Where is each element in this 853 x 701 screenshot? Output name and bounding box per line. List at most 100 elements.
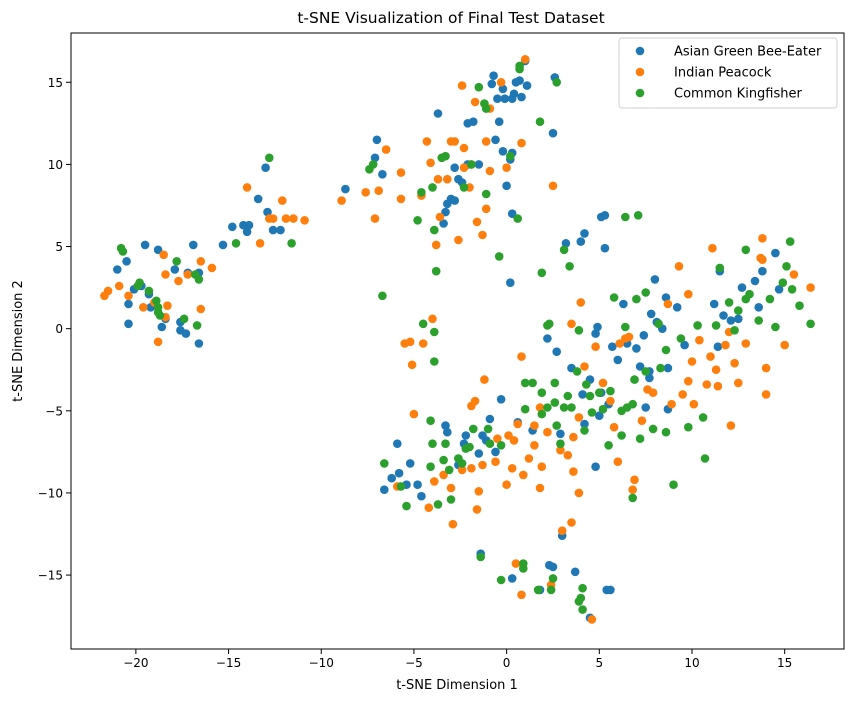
scatter-point xyxy=(417,491,426,501)
legend-marker xyxy=(635,88,645,98)
scatter-point xyxy=(276,225,285,235)
scatter-point xyxy=(493,434,502,444)
scatter-point xyxy=(183,270,193,279)
scatter-point xyxy=(481,137,491,146)
scatter-point xyxy=(474,82,484,92)
scatter-point xyxy=(396,194,406,204)
scatter-point xyxy=(641,288,650,297)
scatter-point xyxy=(517,590,526,600)
scatter-point xyxy=(135,278,144,288)
scatter-point xyxy=(572,367,582,376)
scatter-point xyxy=(439,470,448,480)
scatter-point xyxy=(785,237,795,246)
scatter-point xyxy=(563,391,573,401)
scatter-point xyxy=(426,158,435,168)
scatter-point xyxy=(402,501,411,511)
scatter-point xyxy=(483,424,493,434)
scatter-point xyxy=(734,306,743,315)
scatter-point xyxy=(469,424,478,434)
scatter-point xyxy=(192,321,202,330)
y-tick-label: 15 xyxy=(48,76,63,90)
scatter-point xyxy=(481,204,491,214)
scatter-point xyxy=(545,319,554,329)
scatter-point xyxy=(765,294,775,304)
scatter-point xyxy=(467,464,476,473)
scatter-point xyxy=(489,71,498,80)
scatter-point xyxy=(261,163,270,172)
scatter-point xyxy=(556,439,565,449)
scatter-point xyxy=(761,390,771,399)
scatter-point xyxy=(778,278,788,288)
scatter-point xyxy=(654,319,663,329)
scatter-point xyxy=(496,441,506,450)
scatter-point xyxy=(591,462,600,472)
scatter-point xyxy=(407,360,417,370)
scatter-point xyxy=(535,483,545,493)
scatter-point xyxy=(114,281,124,291)
scatter-point xyxy=(706,352,715,361)
scatter-point xyxy=(124,319,133,329)
scatter-point xyxy=(648,424,658,434)
scatter-point xyxy=(431,266,441,276)
scatter-point xyxy=(380,459,389,468)
scatter-point xyxy=(433,500,443,509)
scatter-point xyxy=(231,239,241,248)
scatter-point xyxy=(546,585,556,595)
scatter-point xyxy=(734,378,743,388)
legend-label: Asian Green Bee-Eater xyxy=(674,45,822,60)
scatter-point xyxy=(469,117,478,126)
scatter-point xyxy=(413,480,422,490)
scatter-point xyxy=(265,153,274,163)
scatter-point xyxy=(709,299,719,309)
scatter-point xyxy=(556,445,565,455)
scatter-point xyxy=(502,181,511,191)
scatter-point xyxy=(687,357,697,366)
scatter-point xyxy=(472,505,482,514)
scatter-point xyxy=(513,419,522,429)
scatter-point xyxy=(103,286,113,296)
scatter-point xyxy=(161,270,170,279)
scatter-point xyxy=(378,291,387,301)
scatter-point xyxy=(522,81,532,90)
scatter-point xyxy=(439,455,448,465)
scatter-point xyxy=(140,240,150,250)
scatter-point xyxy=(646,309,656,319)
scatter-point xyxy=(380,485,389,495)
scatter-point xyxy=(405,337,415,347)
scatter-point xyxy=(418,319,428,329)
scatter-point xyxy=(491,135,500,145)
scatter-point xyxy=(428,439,437,449)
scatter-point xyxy=(587,615,597,624)
scatter-point xyxy=(368,160,378,169)
x-axis: −20 −15 −10 −5 0 5 10 15 xyxy=(123,649,792,670)
scatter-point xyxy=(621,322,630,332)
chart-title: t-SNE Visualization of Final Test Datase… xyxy=(297,9,604,27)
scatter-point xyxy=(684,289,693,299)
scatter-point xyxy=(194,339,204,348)
scatter-point xyxy=(774,285,784,294)
scatter-point xyxy=(441,439,450,449)
scatter-point xyxy=(598,378,608,388)
scatter-point xyxy=(641,367,650,376)
scatter-point xyxy=(517,92,526,102)
scatter-point xyxy=(472,217,482,227)
scatter-point xyxy=(548,128,558,138)
scatter-point xyxy=(179,314,189,324)
scatter-point xyxy=(543,334,552,343)
x-tick-label: 5 xyxy=(595,656,603,670)
x-tick-label: −10 xyxy=(309,656,334,670)
scatter-point xyxy=(724,298,734,307)
y-tick-label: 5 xyxy=(55,240,63,254)
scatter-point xyxy=(754,303,763,312)
scatter-point xyxy=(170,265,180,274)
scatter-point xyxy=(196,257,206,266)
scatter-point xyxy=(430,477,439,486)
y-tick-label: −10 xyxy=(38,486,63,500)
scatter-point xyxy=(218,240,228,250)
scatter-point xyxy=(645,373,654,383)
scatter-point xyxy=(548,181,558,191)
scatter-point xyxy=(628,493,637,503)
scatter-point xyxy=(548,574,558,583)
scatter-point xyxy=(715,263,725,273)
scatter-point xyxy=(113,265,122,274)
